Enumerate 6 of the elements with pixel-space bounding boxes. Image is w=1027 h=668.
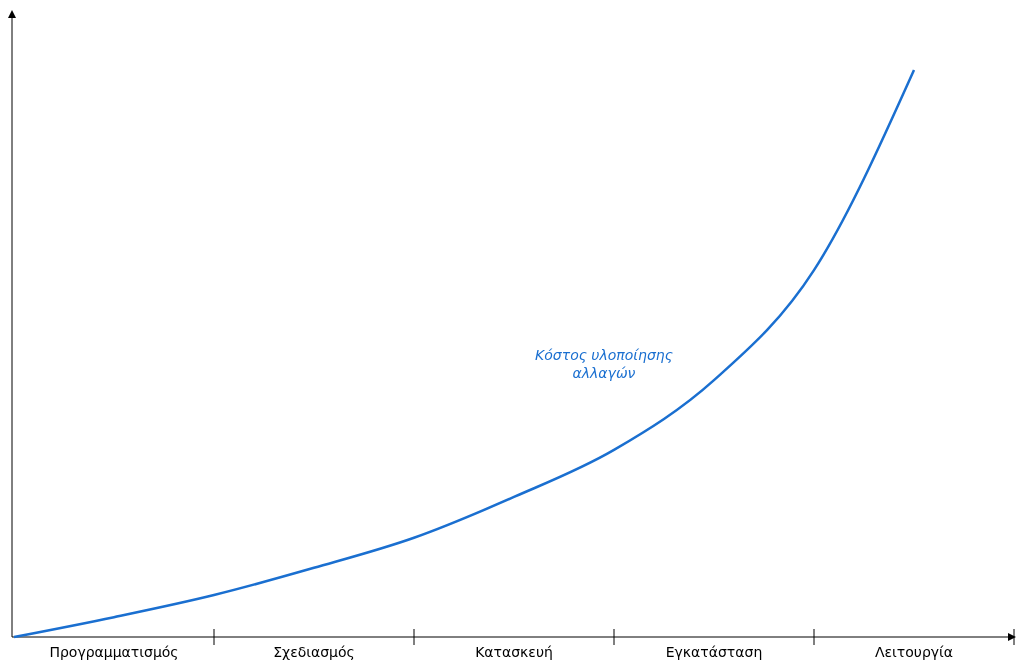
x-tick-label: Κατασκευή: [475, 644, 553, 660]
x-tick-label: Λειτουργία: [874, 644, 954, 660]
x-tick-label: Προγραμματισμός: [49, 644, 179, 660]
x-tick-label: Εγκατάσταση: [665, 644, 763, 660]
series-label: Κόστος υλοποίησης αλλαγών: [535, 347, 673, 382]
x-tick-label: Σχεδιασμός: [273, 644, 355, 660]
